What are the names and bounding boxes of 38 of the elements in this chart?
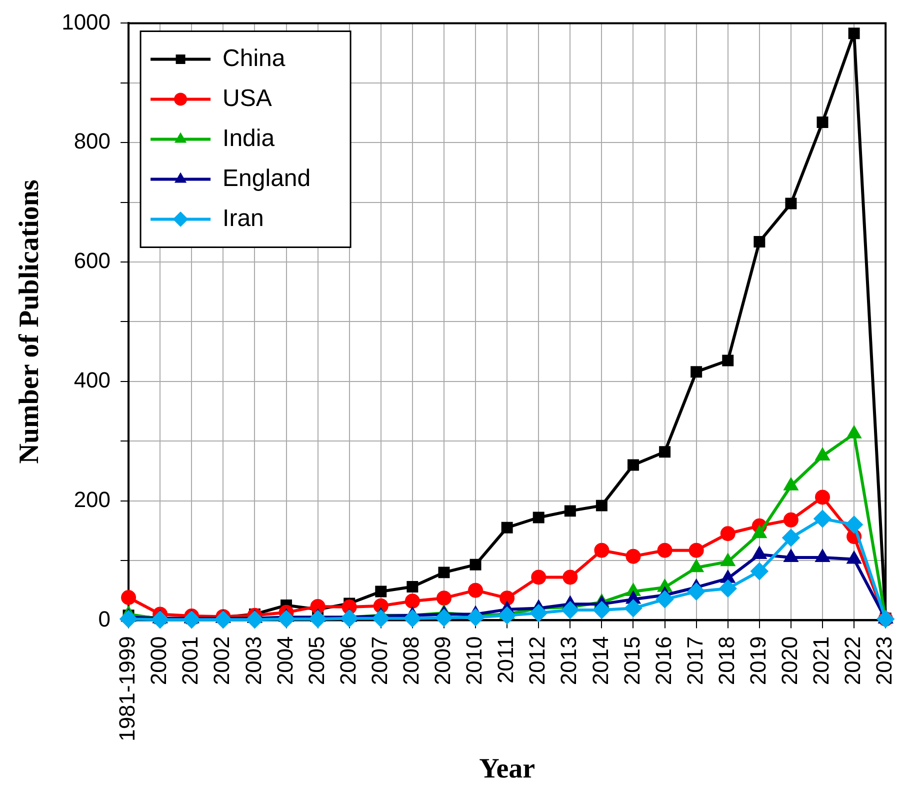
legend-label: Iran — [222, 204, 264, 232]
x-tick-label: 2010 — [462, 636, 487, 686]
y-axis-title: Number of Publications — [14, 180, 46, 464]
x-tick-label: 2015 — [619, 636, 644, 686]
x-tick-label: 2016 — [650, 636, 676, 686]
x-tick-label: 2019 — [745, 636, 770, 686]
x-tick-label: 2021 — [808, 636, 834, 686]
x-tick-label: 2000 — [146, 636, 172, 686]
x-tick-label: 2007 — [366, 636, 392, 686]
x-tick-label: 1981-1999 — [114, 636, 140, 742]
y-tick-label: 600 — [74, 248, 111, 274]
x-tick-label: 2017 — [682, 636, 708, 686]
x-tick-label: 2014 — [588, 636, 613, 686]
x-tick-label: 2003 — [240, 636, 266, 686]
x-tick-label: 2020 — [777, 636, 802, 686]
x-tick-label: 2011 — [493, 636, 518, 684]
x-tick-label: 2006 — [335, 636, 360, 686]
x-tick-label: 2013 — [556, 636, 582, 686]
x-tick-label: 2022 — [840, 636, 866, 686]
x-tick-label: 2023 — [872, 636, 897, 686]
legend-label: China — [222, 44, 286, 72]
x-tick-label: 2008 — [398, 636, 424, 686]
legend-label: India — [222, 124, 276, 152]
x-tick-label: 2005 — [304, 636, 329, 686]
y-tick-label: 1000 — [62, 9, 111, 34]
x-tick-label: 2018 — [714, 636, 739, 686]
y-tick-label: 400 — [74, 367, 111, 392]
x-tick-label: 2004 — [272, 636, 298, 686]
y-tick-label: 0 — [98, 606, 111, 632]
y-tick-label: 800 — [74, 128, 111, 154]
x-axis-title: Year — [479, 753, 536, 784]
x-tick-label: 2001 — [178, 636, 203, 686]
y-tick-label: 200 — [74, 486, 111, 512]
x-tick-label: 2012 — [524, 636, 550, 686]
x-tick-label: 2009 — [430, 636, 456, 686]
x-tick-label: 2002 — [209, 636, 234, 686]
legend-label: USA — [222, 84, 272, 112]
legend-label: England — [222, 164, 311, 192]
